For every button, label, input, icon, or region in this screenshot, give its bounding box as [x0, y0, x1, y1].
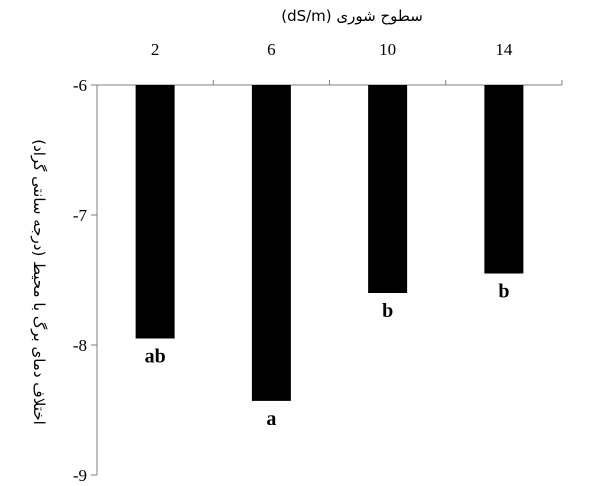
x-tick-label: 14: [495, 40, 513, 59]
significance-label: b: [498, 281, 509, 303]
x-tick-label: 2: [151, 40, 160, 59]
x-tick-label: 10: [379, 40, 396, 59]
plot-area: -6 -7 -8 -9 2 ab 6 a 10 b 14 b: [73, 40, 563, 485]
bar: [484, 85, 524, 274]
bar: [368, 85, 408, 293]
bar: [135, 85, 175, 339]
y-tick-label: -8: [73, 336, 87, 355]
significance-label: a: [266, 408, 276, 430]
bar: [251, 85, 291, 401]
significance-label: b: [382, 300, 393, 322]
y-tick-label: -9: [73, 466, 87, 485]
x-tick-label: 6: [267, 40, 276, 59]
y-axis-title: اختلاف دمای برگ با محیط (درجه سانتی گراد…: [30, 139, 48, 425]
y-tick-label: -6: [73, 76, 87, 95]
y-tick-label: -7: [73, 206, 88, 225]
significance-label: ab: [145, 346, 166, 368]
x-axis-title: سطوح شوری (dS/m): [281, 7, 423, 25]
